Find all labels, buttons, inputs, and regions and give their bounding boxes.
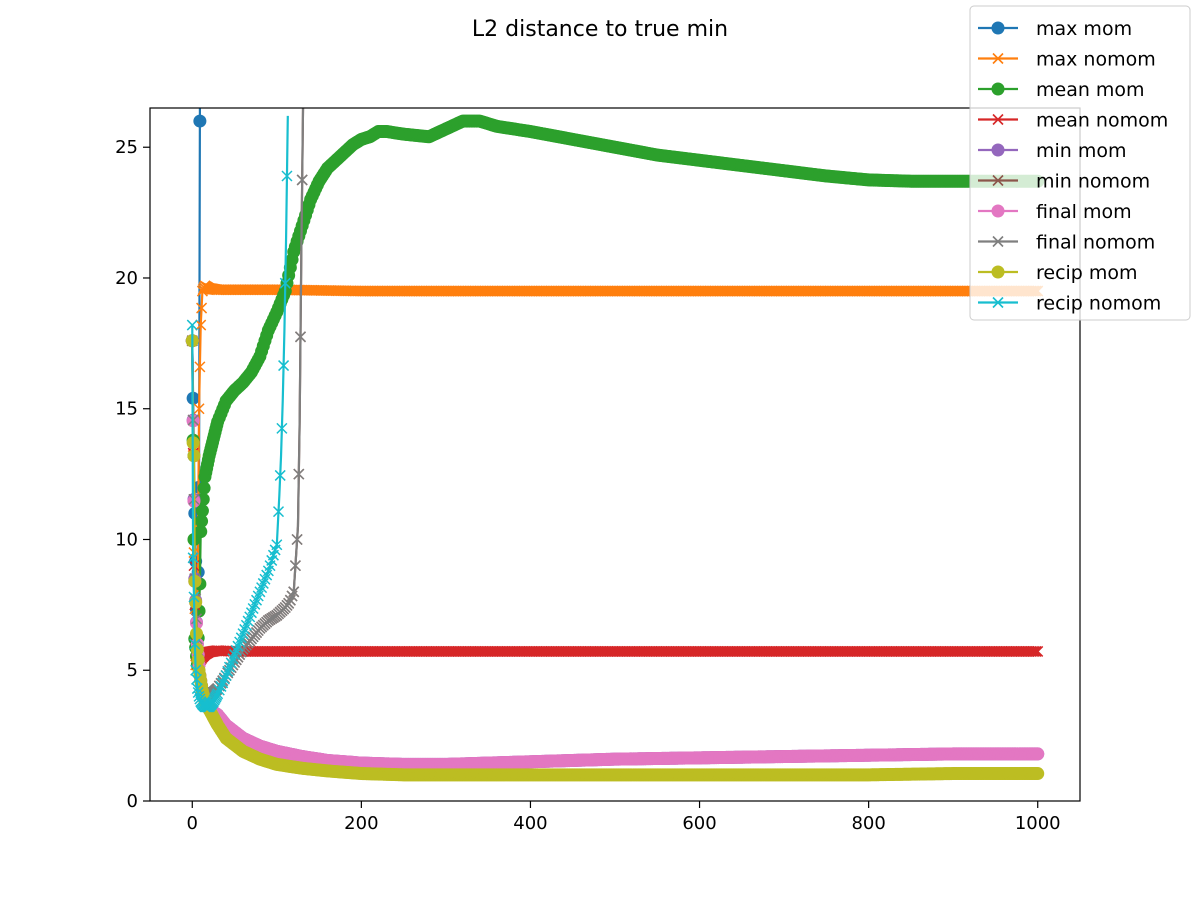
mean-mom-point [195,514,209,528]
mean-nomom-point [1030,645,1042,657]
recip-nomom-point [217,677,229,689]
recip-nomom-point [274,469,286,481]
mean-mom-point [195,504,209,518]
recip-nomom-point [281,170,293,182]
max-nomom-point [196,302,208,314]
legend-item-min-mom: min mom [978,140,1127,162]
recip-nomom-point [218,673,230,685]
y-tick-label: 5 [127,660,138,681]
recip-nomom-point [272,506,285,518]
y-tick-label: 0 [127,791,138,812]
recip-nomom-point [189,638,201,650]
legend-marker [992,174,1004,187]
legend-item-min-nomom: min nomom [978,171,1150,193]
y-tick-label: 10 [115,529,138,550]
mean-nomom-point [1027,645,1039,657]
legend-marker [992,235,1004,248]
x-tick-label: 800 [851,813,885,834]
recip-mom-point [187,449,201,463]
legend-label: final nomom [1036,232,1155,254]
mean-nomom-point [1032,645,1044,657]
max-nomom-point [193,403,205,415]
series-layer [185,108,1045,782]
recip-nomom-point [278,360,290,372]
recip-nomom-point [190,664,202,676]
recip-nomom-point [192,686,204,699]
legend: max mom max nomom mean mom mean nomom min mo… [969,5,1191,321]
legend-label: recip nomom [1036,293,1161,315]
series-recip-mom [185,334,1045,782]
x-axis: 0 200 400 600 800 1000 [187,801,1061,834]
recip-mom-point [1031,767,1045,781]
recip-nomom-point [212,688,224,700]
recip-nomom-point [276,422,288,434]
x-tick-label: 600 [682,813,716,834]
final-nomom-point [293,468,305,480]
mean-nomom-point [1028,645,1040,657]
y-tick-label: 20 [115,268,138,289]
legend-label: max mom [1036,18,1132,40]
legend-marker [992,113,1004,126]
series-mean-mom [185,114,1045,672]
legend-marker [992,52,1004,65]
max-nomom-point [195,319,207,331]
recip-nomom-point [186,319,198,331]
legend-marker [992,296,1004,309]
plot-frame [149,107,1081,802]
x-tick-label: 200 [344,813,378,834]
legend-label: recip mom [1036,262,1138,284]
legend-label: mean nomom [1036,110,1168,132]
recip-mom-point [188,574,202,588]
legend-item-max-mom: max mom [978,18,1132,40]
legend-item-final-nomom: final nomom [978,232,1155,254]
recip-nomom-point [190,673,203,685]
final-nomom-point [289,560,301,572]
final-nomom-point [288,586,300,598]
legend-item-final-mom: final mom [978,201,1132,223]
recip-nomom-point [215,680,227,692]
max-nomom-point [194,361,206,373]
legend-item-recip-nomom: recip nomom [978,293,1161,315]
final-mom-point [1031,747,1045,761]
mean-mom-point [197,481,211,495]
legend-label: min nomom [1036,171,1150,193]
legend-label: final mom [1036,201,1132,223]
recip-nomom-point [213,684,225,696]
legend-item-recip-mom: recip mom [978,262,1138,284]
x-tick-label: 0 [187,813,198,834]
recip-mom-point [190,627,203,641]
max-mom-point [193,114,207,128]
final-nomom-point [291,533,303,546]
legend-marker [991,204,1005,218]
y-tick-label: 25 [115,137,138,158]
recip-nomom-point [188,591,200,603]
y-axis: 0 5 10 15 20 25 [115,137,150,812]
legend-item-max-nomom: max nomom [978,49,1156,71]
series-recip-nomom [186,115,293,713]
legend-label: min mom [1036,140,1127,162]
legend-marker [991,21,1005,35]
legend-marker [991,265,1005,279]
legend-box [969,5,1191,321]
recip-nomom-point [187,552,199,564]
final-nomom-point [294,331,307,343]
chart-title: L2 distance to true min [472,17,728,42]
legend-marker [991,143,1005,157]
final-nomom-point [283,597,295,609]
recip-nomom-point [279,277,291,289]
x-tick-label: 400 [513,813,547,834]
legend-label: max nomom [1036,49,1156,71]
series-final-mom [185,334,1045,771]
mean-mom-point [194,525,208,539]
final-nomom-point [296,174,308,186]
y-tick-label: 15 [115,399,138,420]
recip-nomom-point [271,539,283,551]
legend-marker [991,82,1005,96]
legend-item-mean-mom: mean mom [978,79,1145,101]
legend-item-mean-nomom: mean nomom [978,110,1168,132]
x-tick-label: 1000 [1015,813,1061,834]
legend-label: mean mom [1036,79,1145,101]
